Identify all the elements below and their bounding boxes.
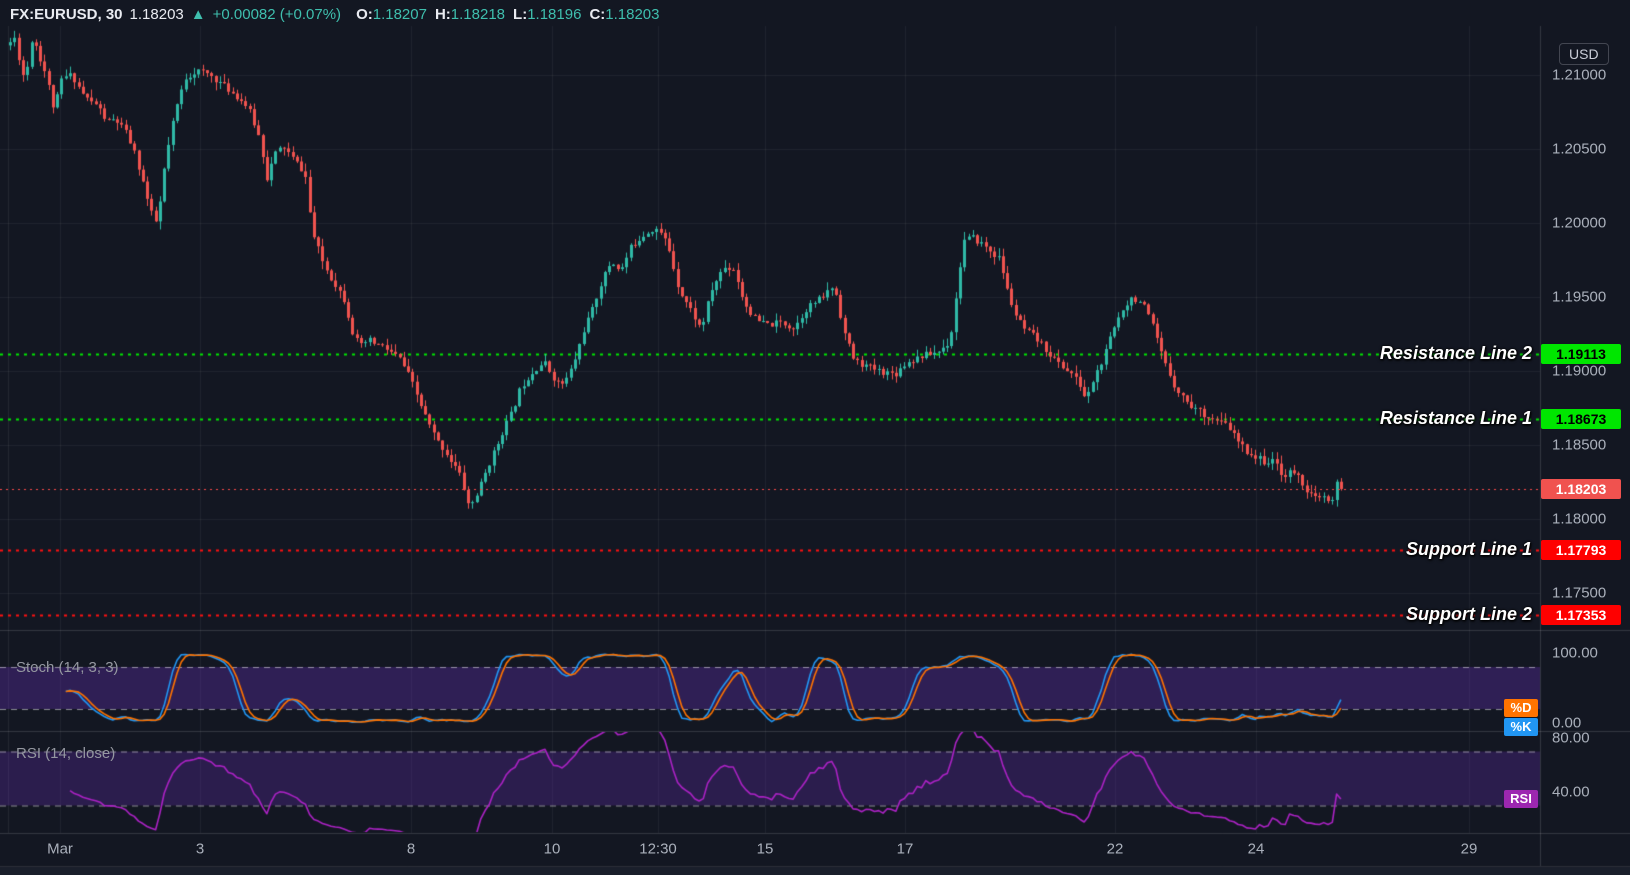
time-tick-label: 10	[543, 840, 561, 858]
price-level-badge: 1.18673	[1541, 409, 1621, 430]
price-change: +0.00082 (+0.07%)	[212, 6, 342, 23]
ohlc-label: H:	[434, 6, 451, 23]
stoch-indicator-title[interactable]: Stoch (14, 3, 3)	[16, 659, 119, 676]
level-label-resistance-line-2[interactable]: Resistance Line 2	[1379, 343, 1532, 364]
time-tick-label: 22	[1106, 840, 1124, 858]
time-tick-label: 8	[406, 840, 416, 858]
stoch-tick-label: 100.00	[1552, 644, 1598, 662]
level-label-support-line-2[interactable]: Support Line 2	[1406, 603, 1532, 624]
time-tick-label: 3	[195, 840, 205, 858]
price-tick-label: 1.18500	[1552, 436, 1607, 454]
ohlc-label: O:	[356, 6, 373, 23]
currency-badge: USD	[1559, 43, 1609, 65]
stoch-d-badge: %D	[1504, 699, 1538, 718]
price-level-badge: 1.19113	[1541, 344, 1621, 365]
ohlc-value: 1.18196	[527, 6, 582, 23]
stoch-k-badge: %K	[1504, 718, 1538, 737]
price-level-badge: 1.17353	[1541, 604, 1621, 625]
rsi-indicator-title[interactable]: RSI (14, close)	[16, 745, 116, 762]
ohlc-value: 1.18207	[372, 6, 427, 23]
time-tick-label: 17	[896, 840, 914, 858]
last-price-badge: 1.18203	[1541, 478, 1621, 499]
level-label-support-line-1[interactable]: Support Line 1	[1406, 538, 1532, 559]
symbol-title[interactable]: FX:EURUSD, 30	[10, 6, 123, 23]
symbol-legend: FX:EURUSD, 30 1.18203 ▲ +0.00082 (+0.07%…	[10, 6, 660, 23]
change-up-triangle-icon: ▲	[190, 6, 206, 23]
ohlc-value: 1.18218	[450, 6, 506, 23]
ohlc-values: O:1.18207 H:1.18218 L:1.18196 C:1.18203	[348, 6, 659, 23]
rsi-tick-label: 40.00	[1552, 783, 1590, 801]
price-tick-label: 1.19500	[1552, 288, 1607, 306]
time-tick-label: Mar	[47, 840, 73, 858]
price-tick-label: 1.21000	[1552, 66, 1607, 84]
ohlc-label: L:	[513, 6, 528, 23]
price-level-badge: 1.17793	[1541, 539, 1621, 560]
ohlc-label: C:	[589, 6, 606, 23]
rsi-tick-label: 80.00	[1552, 729, 1590, 747]
time-tick-label: 24	[1247, 840, 1265, 858]
price-tick-label: 1.18000	[1552, 510, 1607, 528]
stoch-tick-label: 0.00	[1552, 714, 1582, 732]
price-tick-label: 1.20000	[1552, 214, 1607, 232]
time-tick-label: 12:30	[639, 840, 677, 858]
time-tick-label: 29	[1460, 840, 1478, 858]
price-tick-label: 1.20500	[1552, 140, 1607, 158]
ohlc-value: 1.18203	[605, 6, 660, 23]
time-tick-label: 15	[756, 840, 774, 858]
price-tick-label: 1.17500	[1552, 584, 1607, 602]
rsi-badge: RSI	[1504, 790, 1538, 809]
level-label-resistance-line-1[interactable]: Resistance Line 1	[1379, 408, 1532, 429]
last-price-value: 1.18203	[129, 6, 184, 23]
price-tick-label: 1.19000	[1552, 362, 1607, 380]
